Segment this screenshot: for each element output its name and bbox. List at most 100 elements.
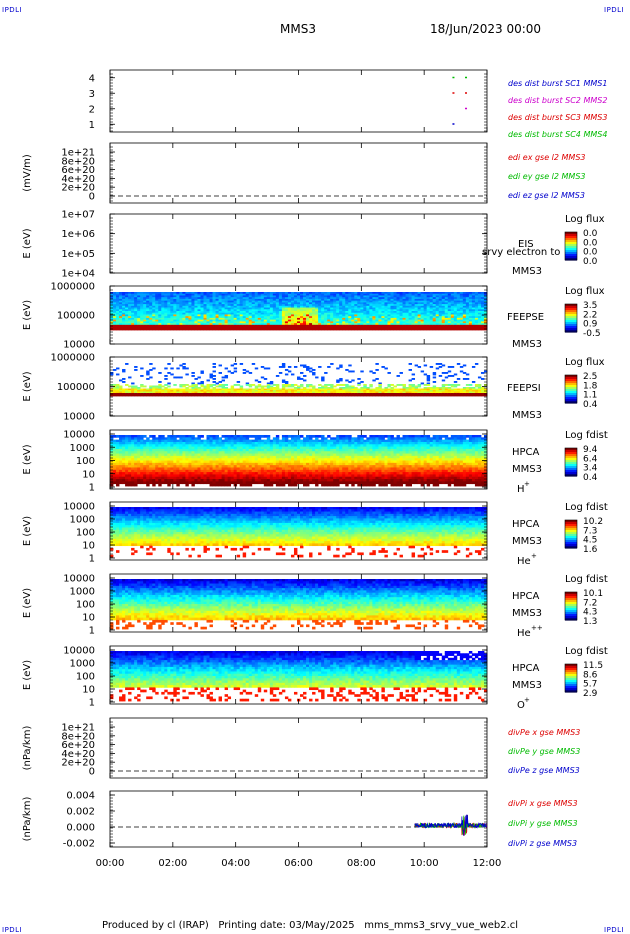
colorbar-swatch [565,244,577,247]
spectrogram-cell [474,314,479,317]
spectrogram-cell [197,317,201,321]
spectrogram-cell [164,295,168,298]
spectrogram-cell [110,460,114,464]
spectrogram-cell [191,326,195,329]
spectrogram-cell [203,462,207,466]
spectrogram-cell [200,302,204,305]
spectrogram-cell [357,304,361,307]
spectrogram-cell [173,307,177,310]
spectrogram-cell [209,319,213,322]
spectrogram-cell [471,321,476,324]
spectrogram-cell [173,439,177,443]
panel-feeps-e-colorbar [564,303,578,333]
spectrogram-cell [242,292,247,295]
spectrogram-cell [200,328,204,331]
spectrogram-cell [248,295,253,298]
spectrogram-cell [218,453,222,457]
spectrogram-cell [306,391,310,394]
spectrogram-cell [137,326,141,329]
panel-eis-colorbar [564,231,578,261]
spectrogram-cell [281,314,286,317]
spectrogram-cell [408,295,412,298]
spectrogram-cell [188,319,192,322]
spectrogram-cell [426,312,431,315]
spectrogram-cell [185,481,189,485]
spectrogram-cell [194,481,198,485]
spectrogram-cell [152,307,156,310]
spectrogram-cell [140,302,144,305]
spectrogram-cell [221,328,226,331]
spectrogram-cell [327,394,331,397]
spectrogram-cell [173,295,177,298]
spectrogram-cell [245,305,250,308]
spectrogram-cell [309,302,313,305]
spectrogram-cell [149,312,153,315]
spectrogram-cell [161,441,165,445]
spectrogram-cell [402,297,406,300]
spectrogram-cell [251,297,256,300]
spectrogram-cell [239,390,244,392]
spectrogram-cell [221,319,226,322]
spectrogram-cell [164,321,168,324]
spectrogram-cell [110,307,114,310]
spectrogram-cell [477,305,482,308]
spectrogram-cell [318,305,322,308]
spectrogram-cell [266,307,271,310]
spectrogram-cell [134,295,138,298]
spectrogram-cell [113,451,117,454]
spectrogram-cell [390,391,394,394]
spectrogram-cell [465,323,470,326]
spectrogram-cell [423,314,428,317]
spectrogram-cell [149,314,153,317]
spectrogram-cell [450,328,455,331]
spectrogram-cell [179,467,183,471]
spectrogram-cell [324,304,328,307]
spectrogram-cell [474,326,479,329]
spectrogram-cell [173,472,177,475]
spectrogram-cell [426,324,431,327]
spectrogram-cell [254,379,259,382]
spectrogram-cell [480,391,485,394]
spectrogram-cell [194,460,198,464]
spectrogram-cell [152,305,156,308]
spectrogram-cell [197,458,201,461]
spectrogram-cell [209,295,213,298]
spectrogram-cell [254,300,259,303]
spectrogram-cell [197,305,201,308]
panel-feeps-e-instrument-label: FEEPSE [507,312,544,323]
spectrogram-cell [471,298,476,302]
spectrogram-cell [200,309,204,312]
spectrogram-cell [164,311,168,314]
spectrogram-cell [432,304,437,307]
spectrogram-cell [218,292,222,295]
spectrogram-cell [152,298,156,302]
spectrogram-cell [426,394,431,397]
spectrogram-cell [429,302,434,305]
spectrogram-cell [188,297,192,300]
colorbar-border [564,374,578,404]
spectrogram-cell [309,314,313,317]
spectrogram-cell [366,394,370,397]
spectrogram-cell [336,394,340,397]
spectrogram-cell [188,455,192,459]
spectrogram-cell [128,481,132,485]
spectrogram-cell [366,317,370,321]
spectrogram-cell [164,479,168,482]
spectrogram-cell [402,319,406,322]
spectrogram-cell [309,298,313,302]
spectrogram-cell [441,292,446,295]
spectrogram-cell [140,439,144,443]
spectrogram-cell [339,388,343,391]
spectrogram-cell [212,370,216,373]
spectrogram-cell [330,293,334,296]
spectrogram-cell [128,321,132,324]
spectrogram-cell [242,388,247,391]
spectrogram-cell [363,302,367,305]
panel-feeps-i-colorbar-tick: 0.4 [583,400,598,410]
spectrogram-cell [224,367,229,370]
spectrogram-cell [242,369,247,371]
spectrogram-cell [426,317,431,321]
spectrogram-cell [203,448,207,452]
spectrogram-cell [131,437,135,441]
spectrogram-cell [354,309,358,312]
